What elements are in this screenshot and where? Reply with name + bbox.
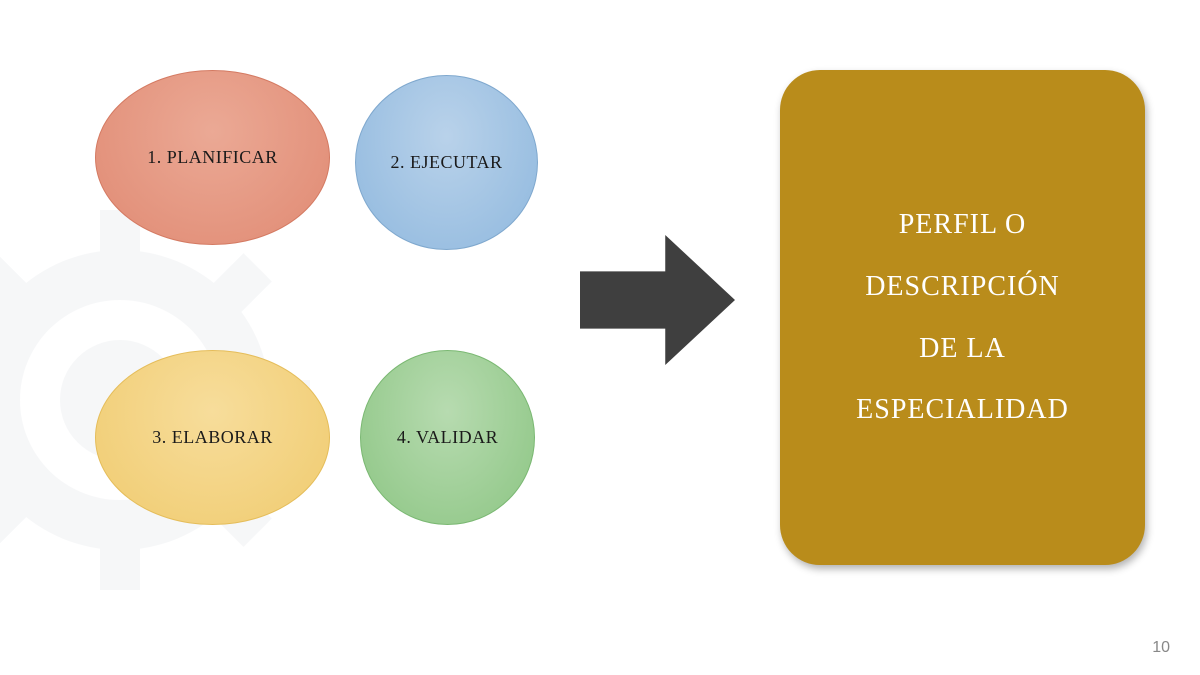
step-3-elaborar: 3. ELABORAR [95, 350, 330, 525]
page-number: 10 [1152, 639, 1170, 657]
result-line-2: DESCRIPCIÓN [856, 256, 1069, 318]
result-profile-box: PERFIL O DESCRIPCIÓN DE LA ESPECIALIDAD [780, 70, 1145, 565]
result-text: PERFIL O DESCRIPCIÓN DE LA ESPECIALIDAD [856, 194, 1069, 440]
step-1-label: 1. PLANIFICAR [147, 147, 278, 168]
result-line-1: PERFIL O [856, 194, 1069, 256]
step-1-planificar: 1. PLANIFICAR [95, 70, 330, 245]
result-line-4: ESPECIALIDAD [856, 379, 1069, 441]
arrow-right-icon [580, 235, 735, 365]
step-4-validar: 4. VALIDAR [360, 350, 535, 525]
flow-arrow [580, 235, 735, 365]
step-2-label: 2. EJECUTAR [390, 152, 502, 173]
step-4-label: 4. VALIDAR [397, 427, 498, 448]
step-2-ejecutar: 2. EJECUTAR [355, 75, 538, 250]
step-3-label: 3. ELABORAR [152, 427, 273, 448]
result-line-3: DE LA [856, 318, 1069, 380]
